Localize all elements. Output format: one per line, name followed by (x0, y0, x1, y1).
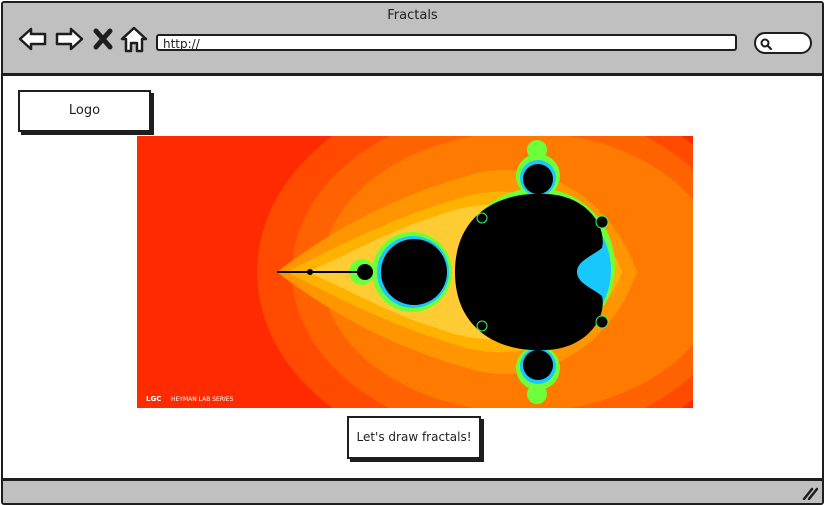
forward-arrow-icon[interactable] (53, 23, 85, 55)
status-bar (3, 478, 822, 503)
search-icon (760, 38, 773, 51)
close-icon[interactable] (90, 23, 116, 55)
page-content: Logo (3, 76, 822, 478)
home-icon[interactable] (118, 23, 150, 55)
back-arrow-icon[interactable] (17, 23, 49, 55)
search-box[interactable] (754, 32, 812, 54)
title-bar: Fractals http:// (3, 3, 822, 76)
url-input[interactable]: http:// (156, 34, 737, 51)
watermark-logo-text: LGC (146, 395, 161, 403)
watermark-caption: HEYMAN LAB SERIES (171, 396, 234, 403)
image-watermark: LGC HEYMAN LAB SERIES (146, 395, 234, 403)
window-title: Fractals (387, 8, 438, 23)
resize-grip-icon[interactable] (802, 486, 818, 500)
logo: Logo (18, 90, 151, 132)
draw-fractals-button[interactable]: Let's draw fractals! (347, 416, 481, 459)
mandelbrot-fractal-image: LGC HEYMAN LAB SERIES (137, 136, 693, 408)
